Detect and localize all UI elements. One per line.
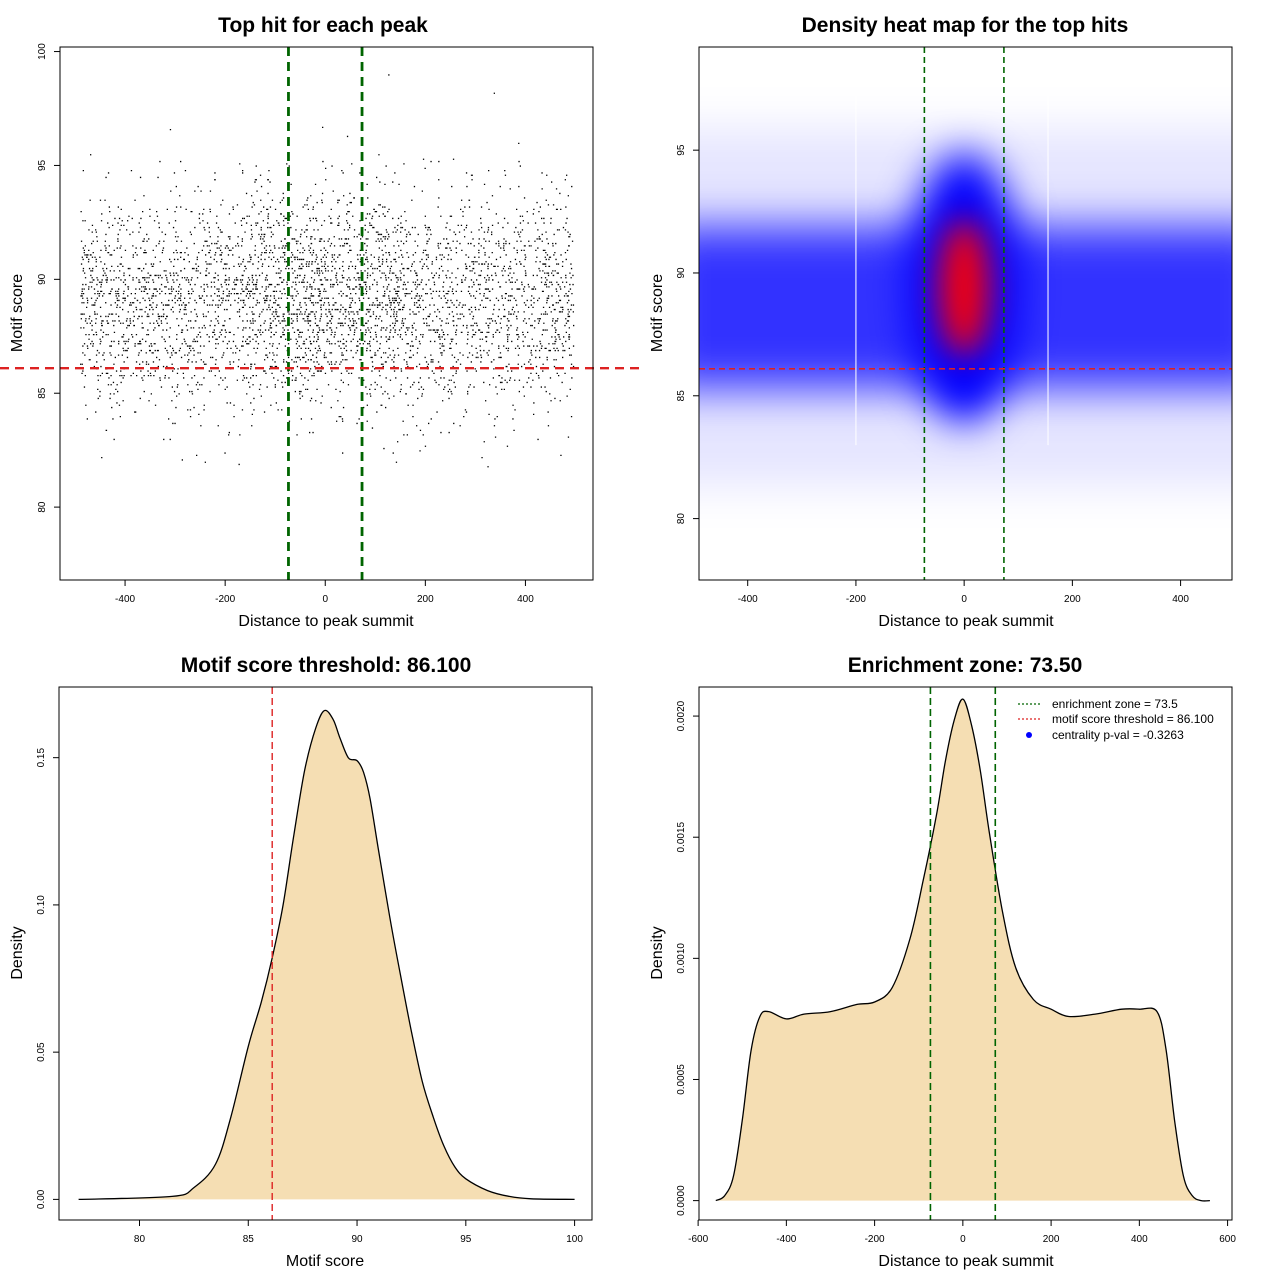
score-density-curve	[78, 709, 575, 1201]
scatter-points	[80, 74, 575, 468]
scatter-ylabel: Motif score	[9, 274, 26, 352]
score-density-ylabel: Density	[9, 926, 26, 979]
panel-heatmap: Density heat map for the top hits -400 -2…	[649, 14, 1233, 630]
distance-density-x-tick-label: -400	[776, 1234, 796, 1245]
legend-threshold-label: motif score threshold = 86.100	[1052, 712, 1214, 726]
distance-density-reference-lines	[929, 687, 997, 1220]
heatmap-y-tick-label: 80	[676, 513, 687, 525]
distance-density-title: Enrichment zone: 73.50	[848, 654, 1083, 677]
scatter-y-tick-label: 95	[37, 159, 48, 171]
panel-distance-density: Enrichment zone: 73.50 -600 -400 -200 0 200 4…	[649, 654, 1236, 1270]
panel-score-density: Motif score threshold: 86.100 80 85 90 95 10…	[9, 654, 593, 1270]
score-density-axes: 80 85 90 95 100 0.00 0.05 0.10 0.15	[36, 748, 583, 1245]
scatter-xlabel: Distance to peak summit	[238, 613, 414, 630]
heatmap-ylabel: Motif score	[649, 274, 666, 352]
scatter-x-tick-label: 400	[517, 594, 534, 605]
scatter-y-tick-label: 85	[37, 387, 48, 399]
legend-centrality-label: centrality p-val = -0.3263	[1052, 728, 1184, 742]
distance-density-y-tick-label: 0.0000	[676, 1185, 687, 1216]
score-density-x-tick-label: 100	[566, 1234, 583, 1245]
heatmap-title: Density heat map for the top hits	[802, 14, 1129, 37]
score-density-y-tick-label: 0.10	[36, 895, 47, 915]
scatter-y-tick-label: 90	[37, 273, 48, 285]
scatter-x-tick-label: -400	[115, 594, 135, 605]
heatmap-core	[938, 218, 991, 357]
score-density-x-tick-label: 85	[243, 1234, 255, 1245]
distance-density-x-tick-label: -600	[688, 1234, 708, 1245]
legend-enrichment-zone-label: enrichment zone = 73.5	[1052, 697, 1178, 711]
distance-density-area-fill	[715, 699, 1210, 1201]
scatter-axes: -400 -200 0 200 400 80 85 90 95 100	[37, 43, 534, 605]
scatter-y-tick-label: 100	[37, 43, 48, 60]
score-density-area-fill	[78, 710, 575, 1200]
scatter-x-tick-label: -200	[215, 594, 235, 605]
score-density-x-tick-label: 95	[460, 1234, 472, 1245]
panel-scatter: Top hit for each peak -400 -200 0 200 400 80 8…	[0, 14, 640, 630]
distance-density-curve	[715, 698, 1210, 1202]
heatmap-y-tick-label: 90	[676, 267, 687, 279]
score-density-y-tick-label: 0.05	[36, 1042, 47, 1062]
distance-density-xlabel: Distance to peak summit	[878, 1253, 1054, 1270]
distance-density-x-tick-label: -200	[865, 1234, 885, 1245]
score-density-y-tick-label: 0.00	[36, 1189, 47, 1209]
distance-density-x-tick-label: 200	[1043, 1234, 1060, 1245]
distance-density-line	[715, 698, 1210, 1202]
distance-density-x-tick-label: 400	[1131, 1234, 1148, 1245]
distance-density-y-tick-label: 0.0005	[676, 1064, 687, 1095]
distance-density-legend: enrichment zone = 73.5 motif score thres…	[1018, 697, 1214, 742]
scatter-title: Top hit for each peak	[218, 14, 428, 37]
scatter-x-tick-label: 0	[322, 594, 328, 605]
distance-density-x-tick-label: 600	[1219, 1234, 1236, 1245]
heatmap-xlabel: Distance to peak summit	[878, 613, 1054, 630]
legend-centrality-point	[1026, 732, 1032, 738]
heatmap-plot-area	[699, 47, 1232, 486]
heatmap-y-tick-label: 85	[676, 390, 687, 402]
heatmap-x-tick-label: 400	[1172, 594, 1189, 605]
heatmap-x-tick-label: -400	[738, 594, 758, 605]
scatter-y-tick-label: 80	[37, 501, 48, 513]
distance-density-y-tick-label: 0.0015	[676, 821, 687, 852]
heatmap-y-tick-label: 95	[676, 144, 687, 156]
score-density-xlabel: Motif score	[286, 1253, 364, 1270]
distance-density-y-tick-label: 0.0020	[676, 700, 687, 731]
scatter-reference-lines	[0, 47, 640, 580]
score-density-x-tick-label: 80	[134, 1234, 146, 1245]
score-density-title: Motif score threshold: 86.100	[181, 654, 472, 677]
score-density-x-tick-label: 90	[351, 1234, 363, 1245]
distance-density-y-tick-label: 0.0010	[676, 943, 687, 974]
score-density-line	[78, 709, 575, 1201]
distance-density-x-tick-label: 0	[960, 1234, 966, 1245]
distance-density-ylabel: Density	[649, 926, 666, 979]
heatmap-x-tick-label: 200	[1064, 594, 1081, 605]
heatmap-axes: -400 -200 0 200 400 80 85 90 95	[676, 144, 1189, 605]
distance-density-axes: -600 -400 -200 0 200 400 600 0.0000 0.0005 0.0010…	[676, 700, 1236, 1245]
score-density-y-tick-label: 0.15	[36, 748, 47, 768]
heatmap-density	[699, 47, 1232, 486]
heatmap-x-tick-label: 0	[961, 594, 967, 605]
scatter-x-tick-label: 200	[417, 594, 434, 605]
heatmap-x-tick-label: -200	[846, 594, 866, 605]
heatmap-reference-lines	[699, 47, 1232, 580]
scatter-points-cloud	[80, 74, 575, 468]
